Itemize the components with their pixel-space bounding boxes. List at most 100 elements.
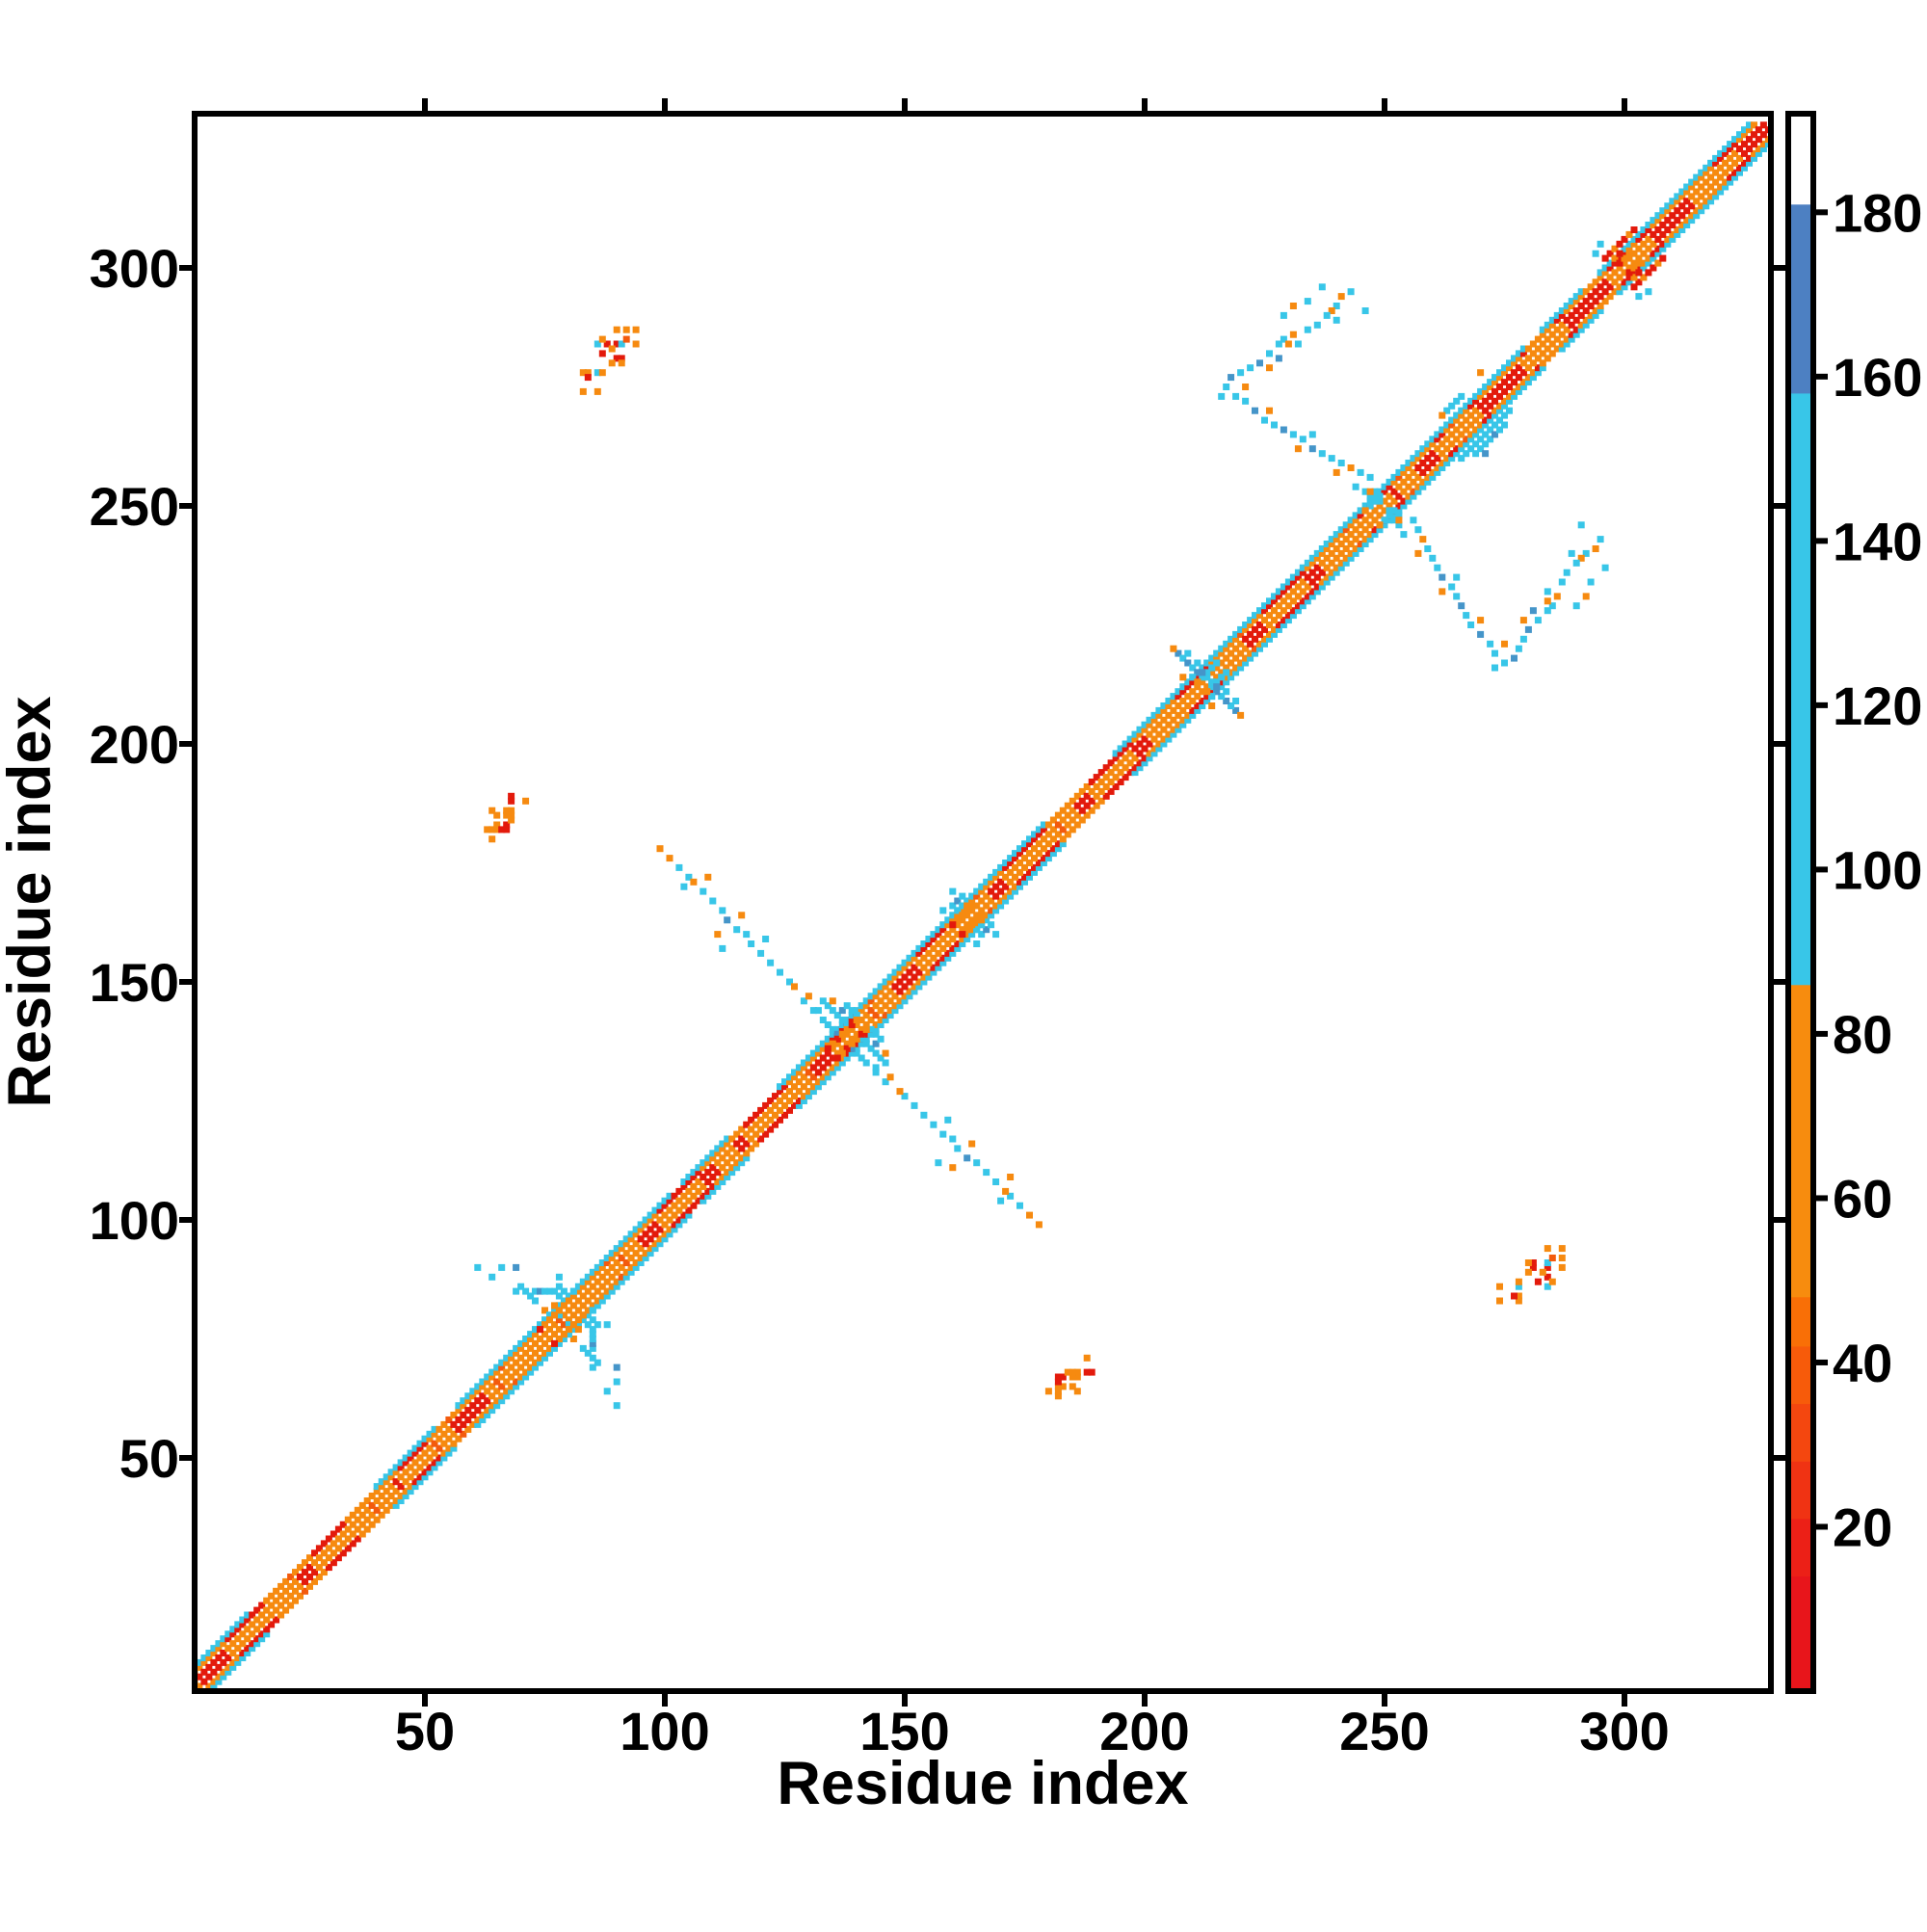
contact-cell bbox=[1448, 455, 1456, 463]
contact-cell bbox=[431, 1440, 438, 1447]
contact-cell bbox=[1650, 230, 1657, 238]
contact-cell bbox=[1635, 245, 1643, 252]
contact-cell bbox=[1289, 612, 1297, 620]
contact-cell bbox=[224, 1663, 232, 1671]
contact-cell bbox=[800, 1093, 807, 1100]
contact-cell bbox=[964, 936, 971, 942]
contact-cell bbox=[738, 912, 746, 919]
contact-cell bbox=[282, 1587, 290, 1595]
contact-cell bbox=[1467, 436, 1475, 443]
contact-cell bbox=[944, 949, 952, 957]
contact-cell bbox=[959, 892, 966, 900]
contact-cell bbox=[743, 1140, 751, 1148]
contact-cell bbox=[589, 1344, 596, 1352]
contact-cell bbox=[555, 1336, 563, 1342]
contact-cell bbox=[416, 1473, 424, 1481]
contact-cell bbox=[1083, 1368, 1091, 1376]
contact-cell bbox=[1357, 507, 1364, 515]
contact-cell bbox=[469, 1392, 477, 1400]
contact-cell bbox=[1434, 431, 1441, 438]
contact-cell bbox=[1539, 364, 1546, 372]
contact-cell bbox=[872, 992, 880, 1000]
contact-cell bbox=[537, 1354, 543, 1362]
contact-cell bbox=[302, 1587, 308, 1595]
contact-cell bbox=[1746, 121, 1753, 129]
contact-cell bbox=[988, 878, 995, 886]
contact-cell bbox=[1208, 683, 1216, 691]
contact-cell bbox=[1165, 711, 1173, 719]
contact-cell bbox=[1515, 1278, 1522, 1285]
contact-cell bbox=[853, 1045, 860, 1052]
contact-cell bbox=[1112, 774, 1120, 781]
contact-cell bbox=[1021, 845, 1028, 853]
contact-cell bbox=[1381, 497, 1388, 505]
contact-cell bbox=[1012, 863, 1018, 871]
contact-cell bbox=[407, 1488, 414, 1495]
contact-cell bbox=[1093, 802, 1100, 809]
contact-cell bbox=[1717, 164, 1725, 172]
contact-cell bbox=[1395, 502, 1403, 510]
contact-cell bbox=[522, 797, 530, 805]
contact-cell bbox=[992, 931, 1000, 939]
contact-cell bbox=[1674, 226, 1681, 233]
contact-cell bbox=[939, 954, 947, 962]
contact-cell bbox=[1044, 850, 1052, 858]
contact-cell bbox=[748, 1125, 755, 1133]
contact-cell bbox=[675, 1216, 683, 1224]
contact-cell bbox=[1722, 149, 1729, 157]
contact-cell bbox=[1026, 840, 1033, 848]
contact-cell bbox=[1712, 178, 1720, 186]
contact-cell bbox=[930, 936, 937, 942]
contact-cell bbox=[709, 1182, 717, 1190]
contact-cell bbox=[1146, 730, 1153, 738]
contact-cell bbox=[1539, 359, 1546, 367]
contact-cell bbox=[1558, 1245, 1566, 1253]
contact-cell bbox=[809, 1083, 817, 1091]
contact-cell bbox=[959, 926, 966, 934]
contact-cell bbox=[964, 1154, 971, 1162]
contact-cell bbox=[1266, 635, 1273, 643]
contact-cell bbox=[579, 1283, 587, 1290]
contact-cell bbox=[685, 873, 693, 881]
contact-cell bbox=[584, 1349, 592, 1357]
contact-cell bbox=[1577, 321, 1585, 329]
contact-cell bbox=[508, 1383, 515, 1390]
contact-cell bbox=[959, 907, 966, 914]
contact-cell bbox=[1093, 774, 1100, 781]
contact-cell bbox=[809, 1049, 817, 1057]
contact-cell bbox=[1376, 526, 1384, 534]
contact-cell bbox=[1577, 521, 1585, 529]
contact-cell bbox=[1237, 625, 1245, 633]
contact-cell bbox=[527, 1368, 535, 1376]
contact-cell bbox=[858, 1040, 865, 1047]
contact-cell bbox=[733, 926, 741, 934]
contact-cell bbox=[1347, 464, 1355, 471]
contact-cell bbox=[1189, 664, 1197, 672]
contact-cell bbox=[460, 1420, 467, 1428]
contact-cell bbox=[930, 931, 937, 939]
contact-cell bbox=[498, 1397, 506, 1405]
contact-cell bbox=[954, 921, 962, 929]
contact-cell bbox=[935, 964, 942, 971]
contact-cell bbox=[675, 1206, 683, 1214]
contact-cell bbox=[949, 949, 957, 957]
contact-cell bbox=[551, 1311, 558, 1319]
contact-cell bbox=[1112, 764, 1120, 772]
contact-cell bbox=[1175, 711, 1182, 719]
contact-cell bbox=[1376, 512, 1384, 519]
contact-cell bbox=[589, 1302, 596, 1310]
contact-cell bbox=[752, 1130, 760, 1138]
contact-cell bbox=[1568, 321, 1575, 329]
contact-cell bbox=[1601, 564, 1609, 571]
contact-cell bbox=[1534, 369, 1542, 377]
contact-cell bbox=[1232, 698, 1240, 704]
contact-cell bbox=[906, 954, 913, 962]
contact-cell bbox=[772, 1093, 779, 1100]
contact-cell bbox=[886, 973, 894, 981]
contact-cell bbox=[896, 1002, 904, 1010]
contact-cell bbox=[1059, 1373, 1067, 1381]
contact-cell bbox=[1242, 397, 1250, 405]
contact-cell bbox=[714, 1159, 722, 1167]
contact-cell bbox=[1515, 355, 1522, 362]
contact-cell bbox=[498, 1392, 506, 1400]
